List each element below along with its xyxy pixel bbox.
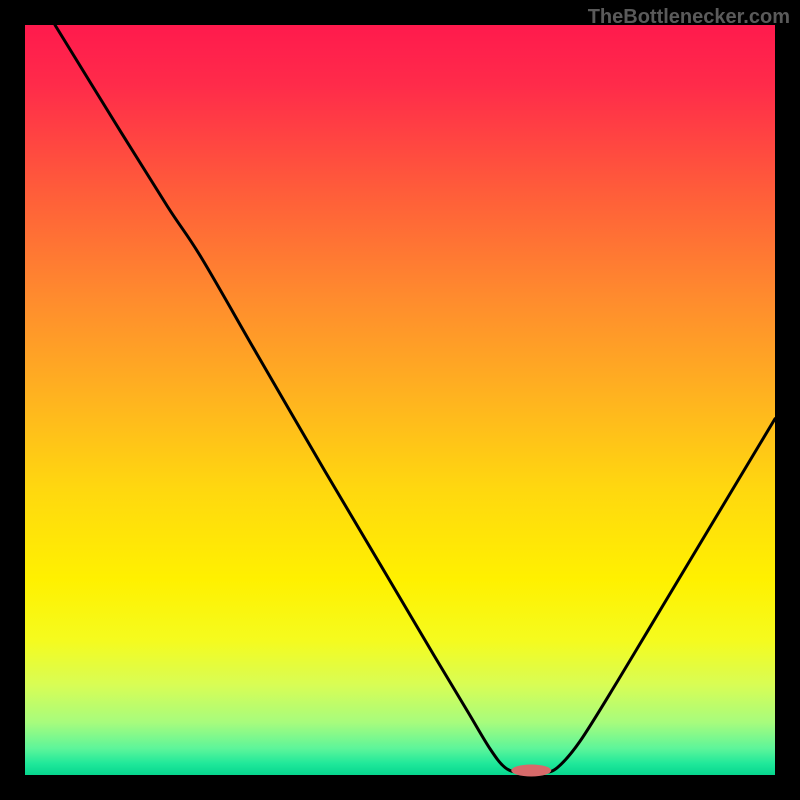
plot-gradient-background xyxy=(25,25,775,775)
bottleneck-curve-chart xyxy=(0,0,800,800)
watermark-text: TheBottlenecker.com xyxy=(588,6,790,29)
chart-container: TheBottlenecker.com xyxy=(0,0,800,800)
optimal-point-marker xyxy=(511,765,551,777)
